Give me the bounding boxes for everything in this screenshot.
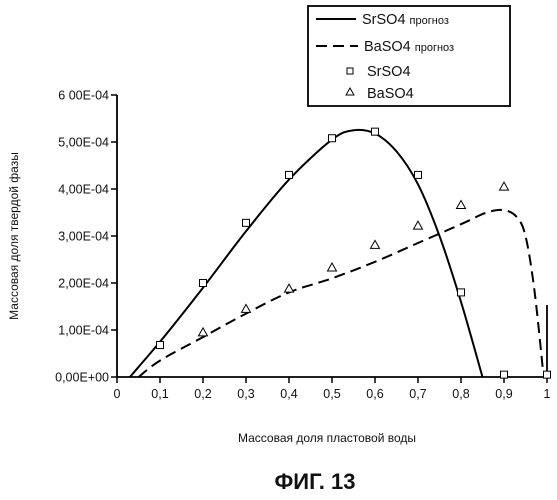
x-tick-label: 0,8 xyxy=(452,387,469,401)
series-layer xyxy=(130,128,551,378)
legend-label-baso4-prognoz: BaSO4 прогноз xyxy=(364,39,454,55)
data-point-srso4-square xyxy=(157,342,164,349)
x-tick-label: 0,3 xyxy=(237,387,254,401)
data-point-srso4-square xyxy=(544,371,551,378)
y-tick-label: 6 00E-04 xyxy=(58,89,109,103)
y-tick-label: 1,00E-04 xyxy=(58,324,109,338)
x-tick-label: 0,9 xyxy=(495,387,512,401)
x-tick-label: 1 xyxy=(544,387,551,401)
data-point-baso4-triangle xyxy=(371,240,380,248)
y-tick-label: 2,00E-04 xyxy=(58,277,109,291)
legend-label-baso4: BaSO4 xyxy=(367,86,414,102)
y-tick-label: 4,00E-04 xyxy=(58,183,109,197)
data-point-baso4-triangle xyxy=(457,200,466,208)
data-point-srso4-square xyxy=(415,171,422,178)
x-tick-label: 0,1 xyxy=(151,387,168,401)
legend-label-srso4-prognoz: SrSO4 прогноз xyxy=(362,12,449,28)
legend-swatch-srso4-square-marker xyxy=(347,68,353,74)
y-tick-label: 5,00E-04 xyxy=(58,136,109,150)
x-tick-label: 0,2 xyxy=(194,387,211,401)
data-point-srso4-square xyxy=(372,128,379,135)
data-point-srso4-square xyxy=(501,371,508,378)
legend-label-srso4: SrSO4 xyxy=(367,64,411,80)
data-point-srso4-square xyxy=(329,135,336,142)
figure-caption: ФИГ. 13 xyxy=(274,469,355,494)
x-tick-label: 0 xyxy=(114,387,121,401)
legend: SrSO4 прогноз BaSO4 прогноз SrSO4 BaSO4 xyxy=(308,6,510,106)
data-point-baso4-triangle xyxy=(328,263,337,271)
data-point-srso4-square xyxy=(200,280,207,287)
x-axis-title: Массовая доля пластовой воды xyxy=(238,431,416,445)
y-tick-label: 0,00E+00 xyxy=(55,371,109,385)
x-tick-label: 0,4 xyxy=(280,387,297,401)
data-point-baso4-triangle xyxy=(242,304,251,312)
data-point-baso4-triangle xyxy=(414,221,423,229)
x-tick-label: 0,6 xyxy=(366,387,383,401)
y-tick-label: 3,00E-04 xyxy=(58,230,109,244)
y-axis-ticks: 0,00E+00 1,00E-04 2,00E-04 3,00E-04 4,00E-04… xyxy=(55,89,117,385)
x-axis-ticks: 0 0,1 0,2 0,3 0,4 0,5 0,6 0,7 0,8 0,9 1 xyxy=(114,377,551,401)
data-point-srso4-square xyxy=(243,219,250,226)
series-line-srso4-solid xyxy=(130,130,483,377)
data-point-baso4-triangle xyxy=(199,328,208,336)
plot-area: 0 0,1 0,2 0,3 0,4 0,5 0,6 0,7 0,8 0,9 1 0,00E+00 1,… xyxy=(55,89,550,402)
y-axis-title: Массовая доля твердой фазы xyxy=(7,152,21,320)
x-tick-label: 0,7 xyxy=(409,387,426,401)
data-point-baso4-triangle xyxy=(285,284,294,292)
data-point-srso4-square xyxy=(286,171,293,178)
x-tick-label: 0,5 xyxy=(323,387,340,401)
data-point-baso4-triangle xyxy=(500,182,509,190)
data-point-srso4-square xyxy=(458,289,465,296)
